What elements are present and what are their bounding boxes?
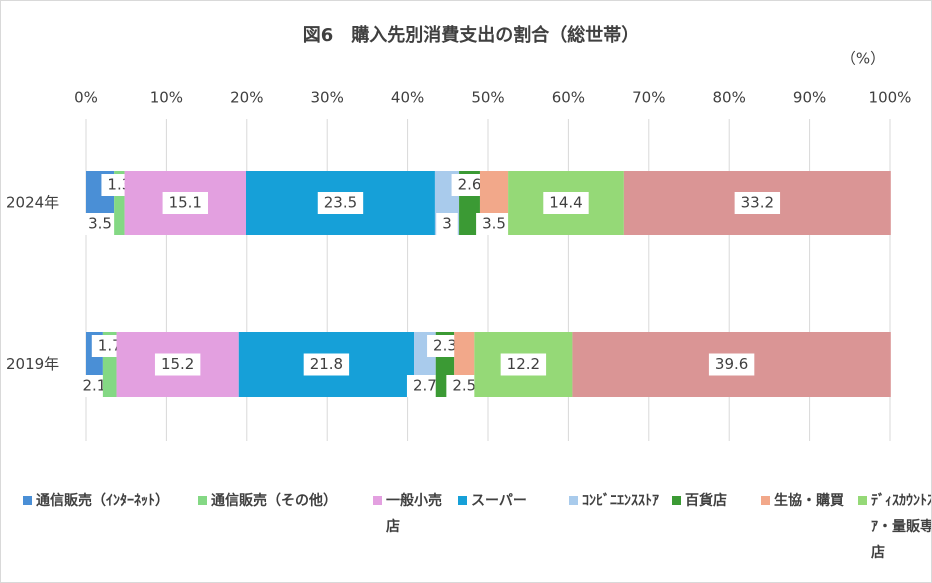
legend-label: 一般小売店 [386,493,442,535]
legend-swatch [23,496,32,505]
data-label-bg [436,213,458,235]
data-label: 23.5 [324,194,357,212]
legend-swatch [569,496,578,505]
data-label: 15.1 [169,194,202,212]
data-label: 2.7 [413,377,437,395]
legend-item: ﾃﾞｨｽｶｳﾝﾄｽﾄｱ・量販専門店 [858,488,932,566]
x-tick-label: 40% [391,89,424,107]
data-label: 3.5 [88,215,112,233]
data-label-bg [427,335,463,357]
data-label: 2.3 [433,337,457,355]
data-label: 12.2 [507,355,540,373]
legend: 通信販売（ｲﾝﾀｰﾈｯﾄ） 通信販売（その他） 一般小売店 スーパー ｺﾝﾋﾞﾆｴﾝｽｽ… [23,488,931,566]
x-tick-label: 60% [552,89,585,107]
data-label-bg [162,192,208,214]
data-label: 1.7 [98,337,122,355]
data-label-bg [708,353,755,376]
data-label: 33.2 [741,194,774,212]
data-label: 39.6 [715,355,748,373]
unit-label: （%） [841,50,885,68]
legend-item: スーパー [458,488,557,566]
data-label: 2.6 [458,176,482,194]
data-label-bg [317,192,364,214]
legend-label: 通信販売（その他） [211,493,337,509]
x-tick-label: 30% [311,89,344,107]
legend-item: 生協・購買 [761,488,846,566]
x-tick-label: 10% [150,89,183,107]
legend-item: 一般小売店 [373,488,446,566]
x-tick-label: 70% [632,89,665,107]
x-tick-label: 20% [230,89,263,107]
data-label-bg [500,353,547,376]
x-tick-label: 50% [471,89,504,107]
legend-swatch [458,496,467,505]
data-label-bg [734,192,781,214]
data-label: 3 [442,215,452,233]
y-tick-label: 2024年 [6,194,59,212]
legend-label: スーパー [471,493,527,509]
legend-swatch [858,496,867,505]
bar-segment [114,171,125,235]
data-label-bg [543,192,589,214]
x-tick-label: 90% [793,89,826,107]
legend-label: 百貨店 [685,493,727,509]
legend-swatch [761,496,770,505]
data-label-bg [451,174,488,196]
data-label-bg [446,375,483,397]
data-label-bg [82,213,118,235]
legend-label: 生協・購買 [774,493,844,509]
legend-label: ｺﾝﾋﾞﾆｴﾝｽｽﾄｱ [582,493,659,509]
legend-swatch [373,496,382,505]
data-label: 3.5 [482,215,506,233]
data-label: 14.4 [549,194,582,212]
legend-swatch [672,496,681,505]
data-label: 2.1 [83,377,107,395]
legend-label: 通信販売（ｲﾝﾀｰﾈｯﾄ） [36,493,169,509]
legend-item: 通信販売（その他） [198,488,361,566]
chart: 図6 購入先別消費支出の割合（総世帯） （%） 0% 10% 20% 30% 40% 50… [6,24,912,441]
legend-item: ｺﾝﾋﾞﾆｴﾝｽｽﾄｱ [569,488,660,566]
data-label-bg [303,353,350,376]
legend-item: 百貨店 [672,488,749,566]
data-label-bg [476,213,512,235]
x-tick-label: 80% [713,89,746,107]
x-tick-label: 0% [74,89,98,107]
data-label-bg [154,353,201,376]
data-label: 15.2 [161,355,194,373]
legend-item: 通信販売（ｲﾝﾀｰﾈｯﾄ） [23,488,186,566]
legend-label: ﾃﾞｨｽｶｳﾝﾄｽﾄｱ・量販専門店 [871,493,932,561]
data-label: 21.8 [310,355,343,373]
chart-title: 図6 購入先別消費支出の割合（総世帯） [303,24,640,46]
data-label-bg [406,375,443,397]
y-tick-label: 2019年 [6,355,59,373]
data-label: 2.5 [452,377,476,395]
legend-swatch [198,496,207,505]
x-tick-label: 100% [869,89,912,107]
